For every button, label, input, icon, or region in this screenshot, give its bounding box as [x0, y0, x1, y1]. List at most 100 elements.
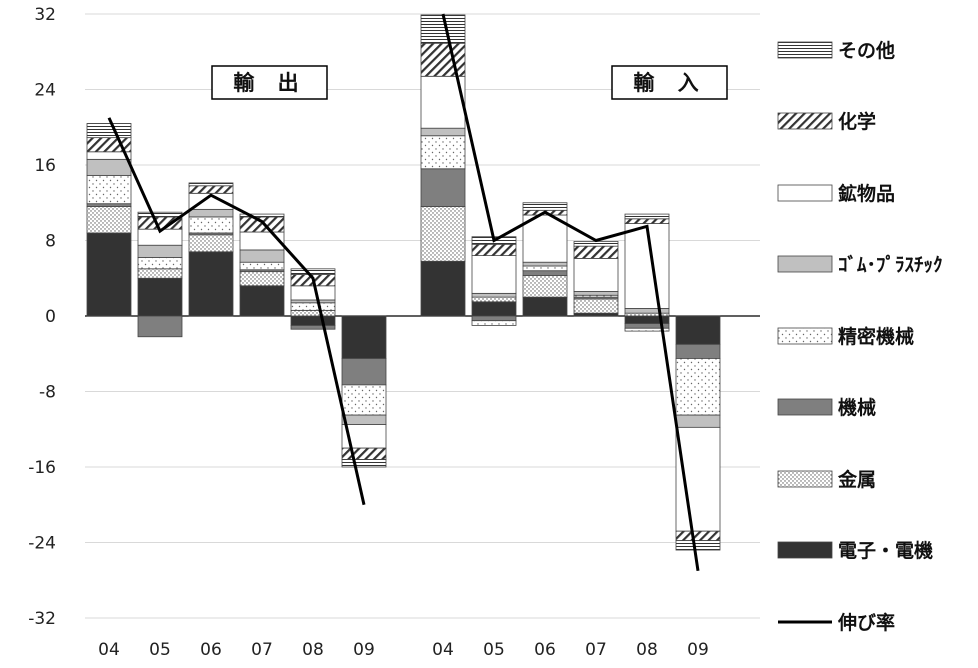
legend-swatch-rubber_plastic: [777, 255, 833, 273]
bar-segment-chemicals: [675, 530, 721, 542]
legend-swatch-chemicals: [777, 112, 833, 130]
bar-segment-electronics: [420, 260, 466, 317]
bar-segment-electronics: [471, 301, 517, 317]
bar-segment-rubber_plastic: [522, 261, 568, 267]
x-tick-label: 08: [636, 640, 658, 660]
bar-segment-electronics: [341, 315, 387, 359]
bar-segment-machinery: [471, 315, 517, 322]
bar-segment-precision: [239, 261, 285, 271]
panel-label-export: 輸 出: [211, 65, 328, 100]
bar-segment-rubber_plastic: [290, 299, 336, 304]
bar-segment-electronics: [675, 315, 721, 345]
y-tick-label: -24: [28, 534, 56, 554]
bar-segment-rubber_plastic: [239, 249, 285, 263]
bar-segment-metals: [137, 268, 183, 279]
bar-segment-electronics: [522, 296, 568, 317]
bar-segment-other: [624, 213, 670, 220]
x-tick-label: 05: [483, 640, 505, 660]
growth-lines: [107, 13, 700, 572]
legend-label-minerals: 鉱物品: [838, 182, 895, 205]
bar-segment-rubber_plastic: [188, 208, 234, 218]
y-tick-label: 0: [45, 307, 56, 327]
bar-segment-precision: [188, 216, 234, 234]
legend-swatch-precision: [777, 327, 833, 345]
bar-segment-other: [188, 182, 234, 187]
bar-segment-precision: [420, 135, 466, 170]
bar-segment-rubber_plastic: [573, 291, 619, 296]
svg-text:輸 出: 輸 出: [233, 71, 306, 95]
bar-segment-machinery: [341, 358, 387, 386]
bar-segment-minerals: [290, 285, 336, 301]
bar-segment-chemicals: [471, 243, 517, 256]
bar-segment-metals: [420, 206, 466, 262]
bar-segment-rubber_plastic: [624, 308, 670, 314]
bar-segment-chemicals: [624, 218, 670, 224]
bar-segment-metals: [188, 234, 234, 253]
legend-label-chemicals: 化学: [838, 110, 876, 133]
bar-segment-electronics: [86, 232, 132, 317]
bar-segment-precision: [624, 327, 670, 332]
y-tick-label: 24: [34, 81, 56, 101]
bar-segment-metals: [471, 296, 517, 303]
legend-swatch-metals: [777, 470, 833, 488]
bar-segment-electronics: [239, 285, 285, 317]
bar-segment-electronics: [290, 315, 336, 326]
bar-segment-rubber_plastic: [86, 158, 132, 176]
legend-swatch-minerals: [777, 184, 833, 202]
x-tick-label: 06: [534, 640, 556, 660]
y-tick-label: -8: [39, 383, 56, 403]
bar-segment-other: [239, 213, 285, 218]
bar-segment-machinery: [420, 168, 466, 207]
bar-segment-chemicals: [188, 185, 234, 194]
bar-segment-precision: [137, 257, 183, 270]
legend-label-other: その他: [838, 39, 895, 62]
bar-segment-minerals: [573, 258, 619, 292]
legend-label-rubber_plastic: ｺﾞﾑ･ﾌﾟﾗｽﾁｯｸ: [838, 253, 943, 276]
bar-segment-electronics: [137, 277, 183, 317]
y-tick-label: 8: [45, 232, 56, 252]
growth-line: [107, 117, 366, 506]
bar-segment-other: [290, 268, 336, 275]
x-axis: 04 05 06 07 08 09 04 05 06 07 08 09: [98, 640, 709, 660]
bar-segment-other: [675, 540, 721, 551]
bar-segment-precision: [471, 320, 517, 326]
bar-segment-rubber_plastic: [675, 414, 721, 428]
bar-segment-precision: [341, 384, 387, 416]
bar-segment-rubber_plastic: [137, 244, 183, 258]
legend-swatch-electronics: [777, 541, 833, 559]
bar-segment-machinery: [86, 203, 132, 207]
bar-segment-metals: [573, 298, 619, 314]
bar-segment-minerals: [471, 255, 517, 294]
bar-segment-metals: [624, 312, 670, 317]
bar-segment-other: [573, 241, 619, 247]
bar-segment-electronics: [188, 251, 234, 317]
y-axis: 32 24 16 8 0 -8 -16 -24 -32: [28, 5, 56, 629]
bar-segment-precision: [290, 302, 336, 311]
legend-label-electronics: 電子・電機: [838, 539, 933, 562]
legend-swatch-other: [777, 41, 833, 59]
bar-segment-rubber_plastic: [341, 414, 387, 425]
x-tick-label: 04: [432, 640, 454, 660]
bar-segment-minerals: [239, 231, 285, 251]
y-tick-label: 32: [34, 5, 56, 25]
legend-label-metals: 金属: [837, 468, 876, 491]
panel-label-import: 輸 入: [611, 65, 728, 100]
y-tick-label: -32: [28, 609, 56, 629]
y-tick-label: 16: [34, 156, 56, 176]
bar-segment-machinery: [675, 343, 721, 359]
bar-segment-other: [86, 123, 132, 139]
svg-text:輸 入: 輸 入: [633, 71, 706, 95]
bar-segment-precision: [86, 174, 132, 205]
x-tick-label: 06: [200, 640, 222, 660]
bar-segment-machinery: [522, 270, 568, 276]
bar-segment-precision: [522, 265, 568, 272]
bar-segment-rubber_plastic: [420, 127, 466, 137]
bar-segment-chemicals: [341, 447, 387, 460]
bar-segment-metals: [522, 275, 568, 298]
bar-segment-other: [341, 459, 387, 468]
bar-segment-chemicals: [573, 245, 619, 259]
y-tick-label: -16: [28, 458, 56, 478]
legend-swatch-machinery: [777, 398, 833, 416]
